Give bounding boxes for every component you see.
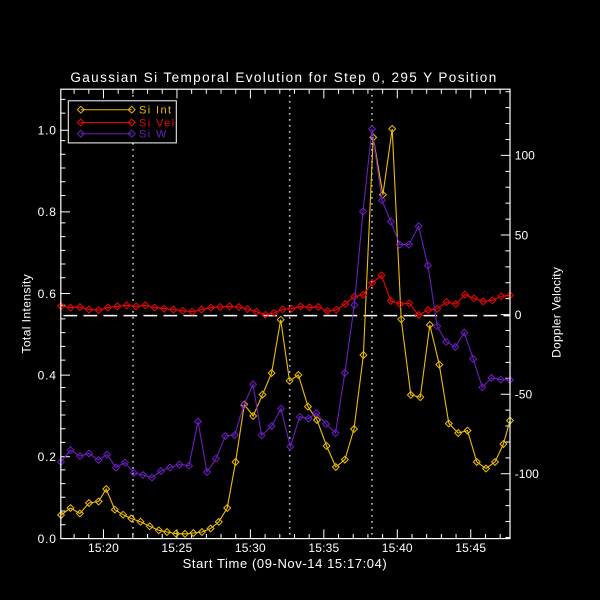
svg-text:0.2: 0.2	[38, 450, 57, 464]
svg-text:15:25: 15:25	[161, 541, 192, 555]
svg-text:Doppler Velocity: Doppler Velocity	[549, 267, 563, 358]
svg-text:15:45: 15:45	[455, 541, 486, 555]
svg-text:Gaussian Si Temporal Evolution: Gaussian Si Temporal Evolution for Step …	[70, 70, 497, 85]
svg-text:Total Intensity: Total Intensity	[20, 274, 34, 354]
svg-text:1.0: 1.0	[38, 124, 57, 138]
svg-text:-50: -50	[515, 388, 533, 402]
svg-text:0.0: 0.0	[38, 532, 57, 546]
svg-text:50: 50	[515, 228, 529, 242]
svg-text:100: 100	[515, 149, 535, 163]
svg-text:Si W: Si W	[139, 129, 168, 141]
svg-text:0.8: 0.8	[38, 205, 57, 219]
svg-text:-100: -100	[515, 467, 539, 481]
svg-text:15:40: 15:40	[382, 541, 413, 555]
svg-text:Si Vel: Si Vel	[139, 117, 176, 129]
svg-text:0: 0	[515, 308, 522, 322]
svg-text:Si Int: Si Int	[139, 105, 172, 117]
svg-text:Start Time (09-Nov-14 15:17:04: Start Time (09-Nov-14 15:17:04)	[183, 556, 388, 571]
svg-text:0.4: 0.4	[38, 368, 57, 382]
svg-text:0.6: 0.6	[38, 287, 57, 301]
svg-text:15:30: 15:30	[235, 541, 266, 555]
svg-text:15:20: 15:20	[88, 541, 119, 555]
svg-text:15:35: 15:35	[308, 541, 339, 555]
